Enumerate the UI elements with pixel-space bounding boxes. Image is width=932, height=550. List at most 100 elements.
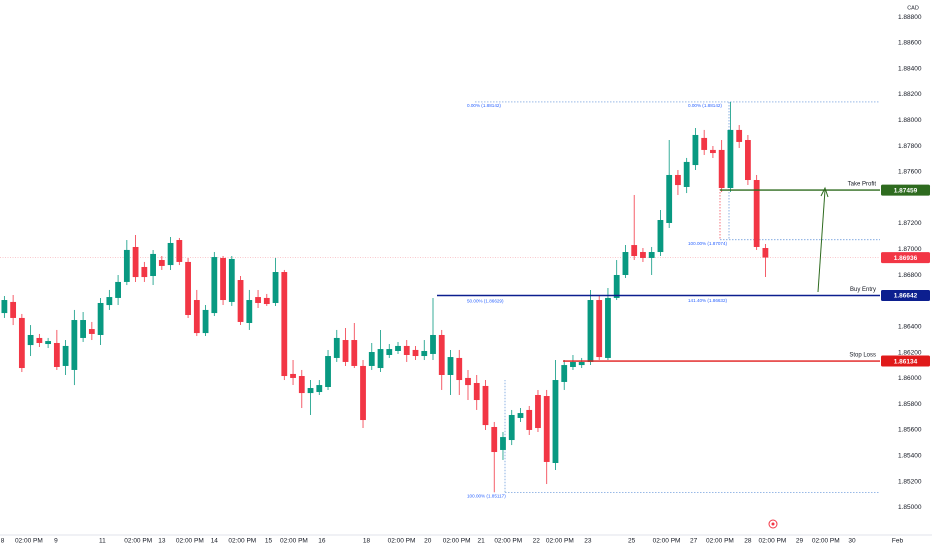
- y-tick-label: 1.88200: [898, 91, 922, 98]
- y-tick-label: 1.88800: [898, 14, 922, 21]
- candle-body: [456, 357, 463, 381]
- x-tick-label: 02:00 PM: [280, 538, 308, 545]
- fib-label: 100.00% (1.85117): [467, 494, 506, 499]
- candle-body: [97, 302, 104, 335]
- candle-body: [561, 365, 568, 382]
- candle-body: [45, 341, 52, 345]
- level-name: Buy Entry: [850, 287, 876, 293]
- x-tick-label: 02:00 PM: [124, 538, 152, 545]
- candle-body: [710, 149, 716, 154]
- level-value: 1.86134: [894, 358, 918, 365]
- candle-body: [692, 134, 699, 166]
- x-tick-label: 02:00 PM: [706, 538, 734, 545]
- candle-body: [176, 240, 183, 262]
- arrow: [817, 189, 826, 293]
- x-tick-label: 02:00 PM: [653, 538, 681, 545]
- candle-body: [106, 297, 113, 306]
- candle-body: [88, 329, 95, 334]
- level-value: 1.87459: [894, 187, 918, 194]
- x-tick-label: 18: [363, 538, 371, 545]
- x-tick-label: 02:00 PM: [176, 538, 204, 545]
- candle-body: [482, 385, 489, 426]
- level-name: Stop Loss: [849, 353, 876, 359]
- candle-body: [535, 394, 541, 429]
- y-tick-label: 1.86200: [898, 349, 922, 356]
- x-tick-label: 21: [477, 538, 485, 545]
- candle-body: [158, 260, 165, 266]
- candle-body: [675, 174, 681, 186]
- candle-body: [657, 220, 664, 253]
- candle-body: [18, 317, 25, 369]
- x-tick-label: 28: [744, 538, 752, 545]
- candle-body: [53, 342, 60, 367]
- candle-body: [736, 129, 743, 142]
- candle-body: [570, 361, 576, 367]
- x-tick-label: 25: [628, 538, 636, 545]
- candle-body: [255, 297, 261, 303]
- y-tick-label: 1.85000: [898, 504, 922, 511]
- y-tick-label: 1.85600: [898, 427, 922, 434]
- candle-body: [526, 409, 533, 430]
- candle-body: [132, 246, 139, 278]
- arrow-head: [820, 186, 829, 198]
- level-box: [881, 184, 930, 196]
- x-tick-label: 16: [318, 538, 326, 545]
- candle-body: [193, 300, 200, 334]
- x-tick-label: 02:00 PM: [443, 538, 471, 545]
- candle-body: [605, 297, 611, 358]
- y-tick-label: 1.87600: [898, 169, 922, 176]
- candle-body: [666, 174, 673, 223]
- candle-body: [727, 129, 734, 189]
- y-tick-label: 1.86800: [898, 272, 922, 279]
- candle-body: [228, 258, 235, 302]
- candle-body: [368, 352, 375, 366]
- x-tick-label: 02:00 PM: [228, 538, 256, 545]
- candle-body: [71, 320, 78, 370]
- candle-body: [491, 426, 498, 453]
- x-tick-label: 02:00 PM: [758, 538, 786, 545]
- y-tick-label: 1.86400: [898, 323, 922, 330]
- candle-body: [473, 382, 480, 401]
- candle-body: [421, 350, 428, 357]
- candle-body: [185, 261, 191, 315]
- candle-body: [246, 300, 253, 323]
- x-tick-label: 20: [424, 538, 432, 545]
- candle-body: [613, 274, 620, 298]
- x-tick-label: 14: [211, 538, 219, 545]
- candle-body: [465, 377, 471, 386]
- candle-body: [141, 266, 148, 278]
- candle-body: [290, 373, 296, 378]
- x-tick-label: 23: [584, 538, 592, 545]
- candle-body: [377, 349, 384, 369]
- candle-body: [115, 281, 121, 298]
- y-tick-label: 1.86000: [898, 375, 922, 382]
- candle-body: [745, 140, 751, 181]
- candle-body: [342, 340, 349, 362]
- candle-body: [150, 253, 156, 277]
- fib-label: 141.40% (1.86632): [688, 298, 728, 303]
- candle-body: [578, 361, 585, 366]
- candle-body: [718, 149, 725, 189]
- y-tick-label: 1.85800: [898, 401, 922, 408]
- event-icon-dot: [771, 522, 775, 526]
- x-tick-label: 29: [796, 538, 804, 545]
- candle-body: [395, 345, 401, 351]
- candle-body: [263, 297, 270, 305]
- candle-body: [62, 345, 69, 366]
- candle-body: [631, 245, 638, 257]
- candle-body: [753, 180, 760, 247]
- candle-body: [552, 380, 559, 463]
- candle-body: [447, 357, 454, 375]
- y-tick-label: 1.87000: [898, 246, 922, 253]
- candle-body: [360, 365, 366, 421]
- candle-body: [316, 385, 323, 393]
- x-tick-label: 8: [1, 538, 5, 545]
- plot-area: [0, 101, 880, 493]
- candle-body: [211, 257, 218, 314]
- candle-body: [683, 161, 690, 187]
- candle-body: [648, 252, 655, 258]
- event-icon[interactable]: [768, 519, 778, 529]
- candle-body: [1, 300, 8, 314]
